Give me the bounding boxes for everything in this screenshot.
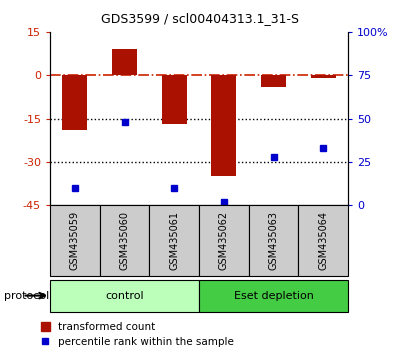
Bar: [50, 205, 100, 276]
Bar: [199, 280, 348, 312]
Text: GSM435061: GSM435061: [169, 211, 179, 270]
Legend: transformed count, percentile rank within the sample: transformed count, percentile rank withi…: [41, 322, 234, 347]
Text: GSM435060: GSM435060: [120, 211, 130, 270]
Text: GSM435064: GSM435064: [318, 211, 328, 270]
Bar: [261, 75, 286, 87]
Text: GDS3599 / scl00404313.1_31-S: GDS3599 / scl00404313.1_31-S: [101, 12, 299, 25]
Bar: [199, 205, 249, 276]
Text: GSM435063: GSM435063: [268, 211, 278, 270]
Bar: [50, 280, 199, 312]
Bar: [100, 205, 149, 276]
Bar: [62, 75, 87, 130]
Text: GSM435062: GSM435062: [219, 211, 229, 270]
Bar: [298, 205, 348, 276]
Bar: [149, 205, 199, 276]
Bar: [249, 205, 298, 276]
Text: control: control: [105, 291, 144, 301]
Text: protocol: protocol: [4, 291, 49, 301]
Bar: [212, 75, 236, 176]
Bar: [311, 75, 336, 78]
Bar: [112, 49, 137, 75]
Text: GSM435059: GSM435059: [70, 211, 80, 270]
Text: Eset depletion: Eset depletion: [234, 291, 314, 301]
Bar: [162, 75, 186, 124]
